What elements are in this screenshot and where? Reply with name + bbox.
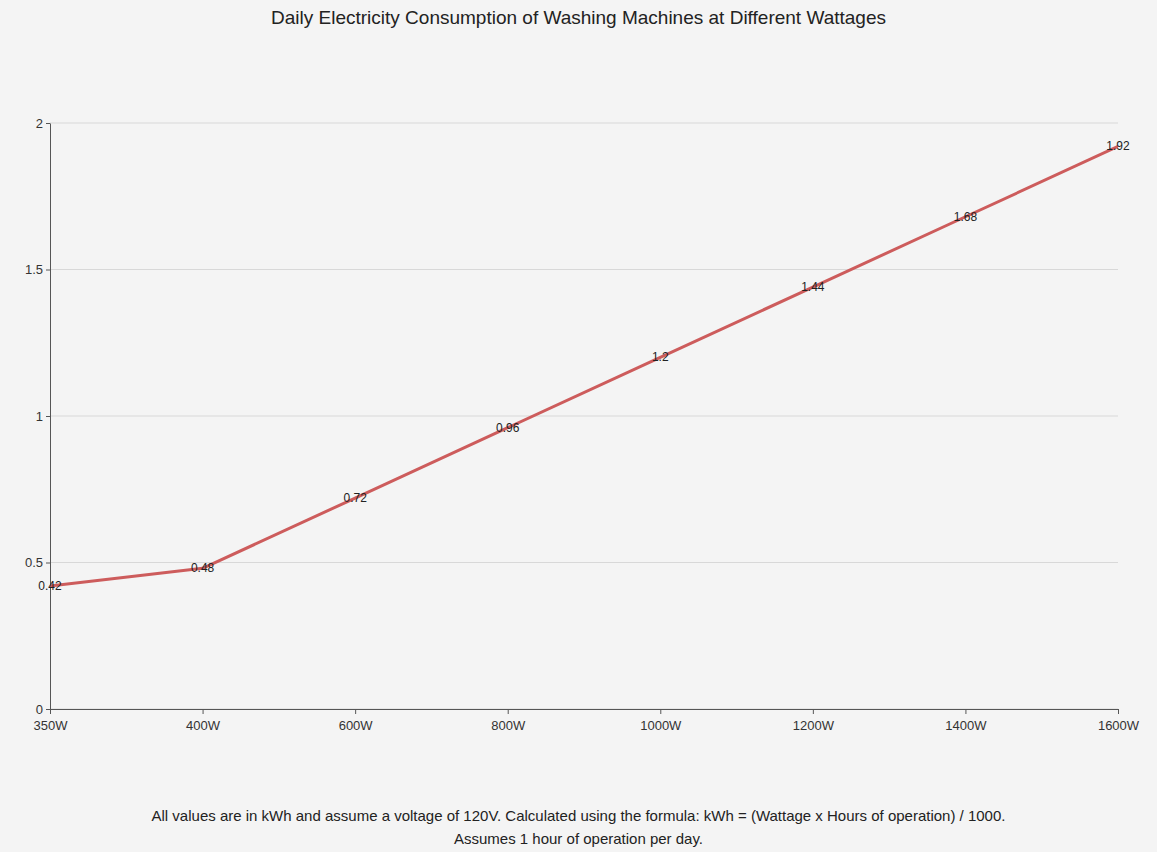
plot-area xyxy=(50,146,1118,586)
y-tick-label: 2 xyxy=(36,116,43,131)
x-tick: 1200W xyxy=(793,709,835,733)
x-tick-label: 1000W xyxy=(640,718,682,733)
grid xyxy=(50,123,1118,709)
y-tick-mark xyxy=(46,709,50,710)
data-label: 1.2 xyxy=(652,350,669,364)
x-tick-label: 400W xyxy=(186,718,221,733)
x-tick-label: 1200W xyxy=(793,718,835,733)
chart-title: Daily Electricity Consumption of Washing… xyxy=(271,7,886,28)
background xyxy=(0,0,1157,852)
x-tick-label: 350W xyxy=(34,718,69,733)
y-tick-mark xyxy=(46,123,50,124)
y-tick-label: 1 xyxy=(36,409,43,424)
y-tick-label: 0 xyxy=(36,702,43,717)
x-tick: 400W xyxy=(186,709,221,733)
x-axis: 350W 400W 600W 800W 1000W 1200W 1400W 1600W xyxy=(34,709,1140,733)
grid-line xyxy=(50,709,1118,710)
y-tick: 2 xyxy=(36,116,50,131)
x-tick: 1400W xyxy=(945,709,987,733)
data-label: 1.92 xyxy=(1106,139,1130,153)
y-axis-line xyxy=(50,124,51,710)
y-tick: 0 xyxy=(36,702,50,717)
chart-container: Daily Electricity Consumption of Washing… xyxy=(0,0,1157,852)
data-label: 1.68 xyxy=(954,210,978,224)
x-tick: 350W xyxy=(34,709,69,733)
x-tick-label: 1400W xyxy=(945,718,987,733)
data-label: 1.44 xyxy=(801,280,825,294)
chart-svg: Daily Electricity Consumption of Washing… xyxy=(0,0,1157,852)
x-tick-label: 1600W xyxy=(1098,718,1140,733)
grid-line xyxy=(50,416,1118,417)
x-tick-mark xyxy=(203,709,204,714)
data-line xyxy=(50,146,1118,586)
x-tick-mark xyxy=(965,709,966,714)
y-tick-mark xyxy=(46,270,50,271)
footnote: Assumes 1 hour of operation per day. xyxy=(454,830,703,847)
x-tick-mark xyxy=(660,709,661,714)
x-tick: 1000W xyxy=(640,709,682,733)
x-tick-label: 600W xyxy=(339,718,374,733)
x-tick-label: 800W xyxy=(491,718,526,733)
x-tick: 800W xyxy=(491,709,526,733)
x-tick: 600W xyxy=(339,709,374,733)
data-label: 0.42 xyxy=(38,579,62,593)
y-tick: 0.5 xyxy=(25,555,50,570)
y-tick-mark xyxy=(46,563,50,564)
data-label: 0.48 xyxy=(191,561,215,575)
footnote: All values are in kWh and assume a volta… xyxy=(152,807,1006,824)
grid-line xyxy=(50,269,1118,270)
x-tick-mark xyxy=(50,709,51,714)
x-tick-mark xyxy=(508,709,509,714)
y-axis: 0 0.5 1 1.5 2 xyxy=(25,116,51,717)
x-tick-mark xyxy=(355,709,356,714)
data-label: 0.72 xyxy=(343,491,367,505)
x-tick: 1600W xyxy=(1098,709,1140,733)
grid-line xyxy=(50,123,1118,124)
data-labels: 0.42 0.48 0.72 0.96 1.2 1.44 1.68 1.92 xyxy=(38,139,1130,593)
y-tick: 1 xyxy=(36,409,50,424)
x-tick-mark xyxy=(813,709,814,714)
data-label: 0.96 xyxy=(496,421,520,435)
y-tick-label: 0.5 xyxy=(25,555,43,570)
y-tick-label: 1.5 xyxy=(25,262,43,277)
y-tick-mark xyxy=(46,416,50,417)
x-axis-line xyxy=(51,709,1119,710)
x-tick-mark xyxy=(1118,709,1119,714)
y-tick: 1.5 xyxy=(25,262,50,277)
